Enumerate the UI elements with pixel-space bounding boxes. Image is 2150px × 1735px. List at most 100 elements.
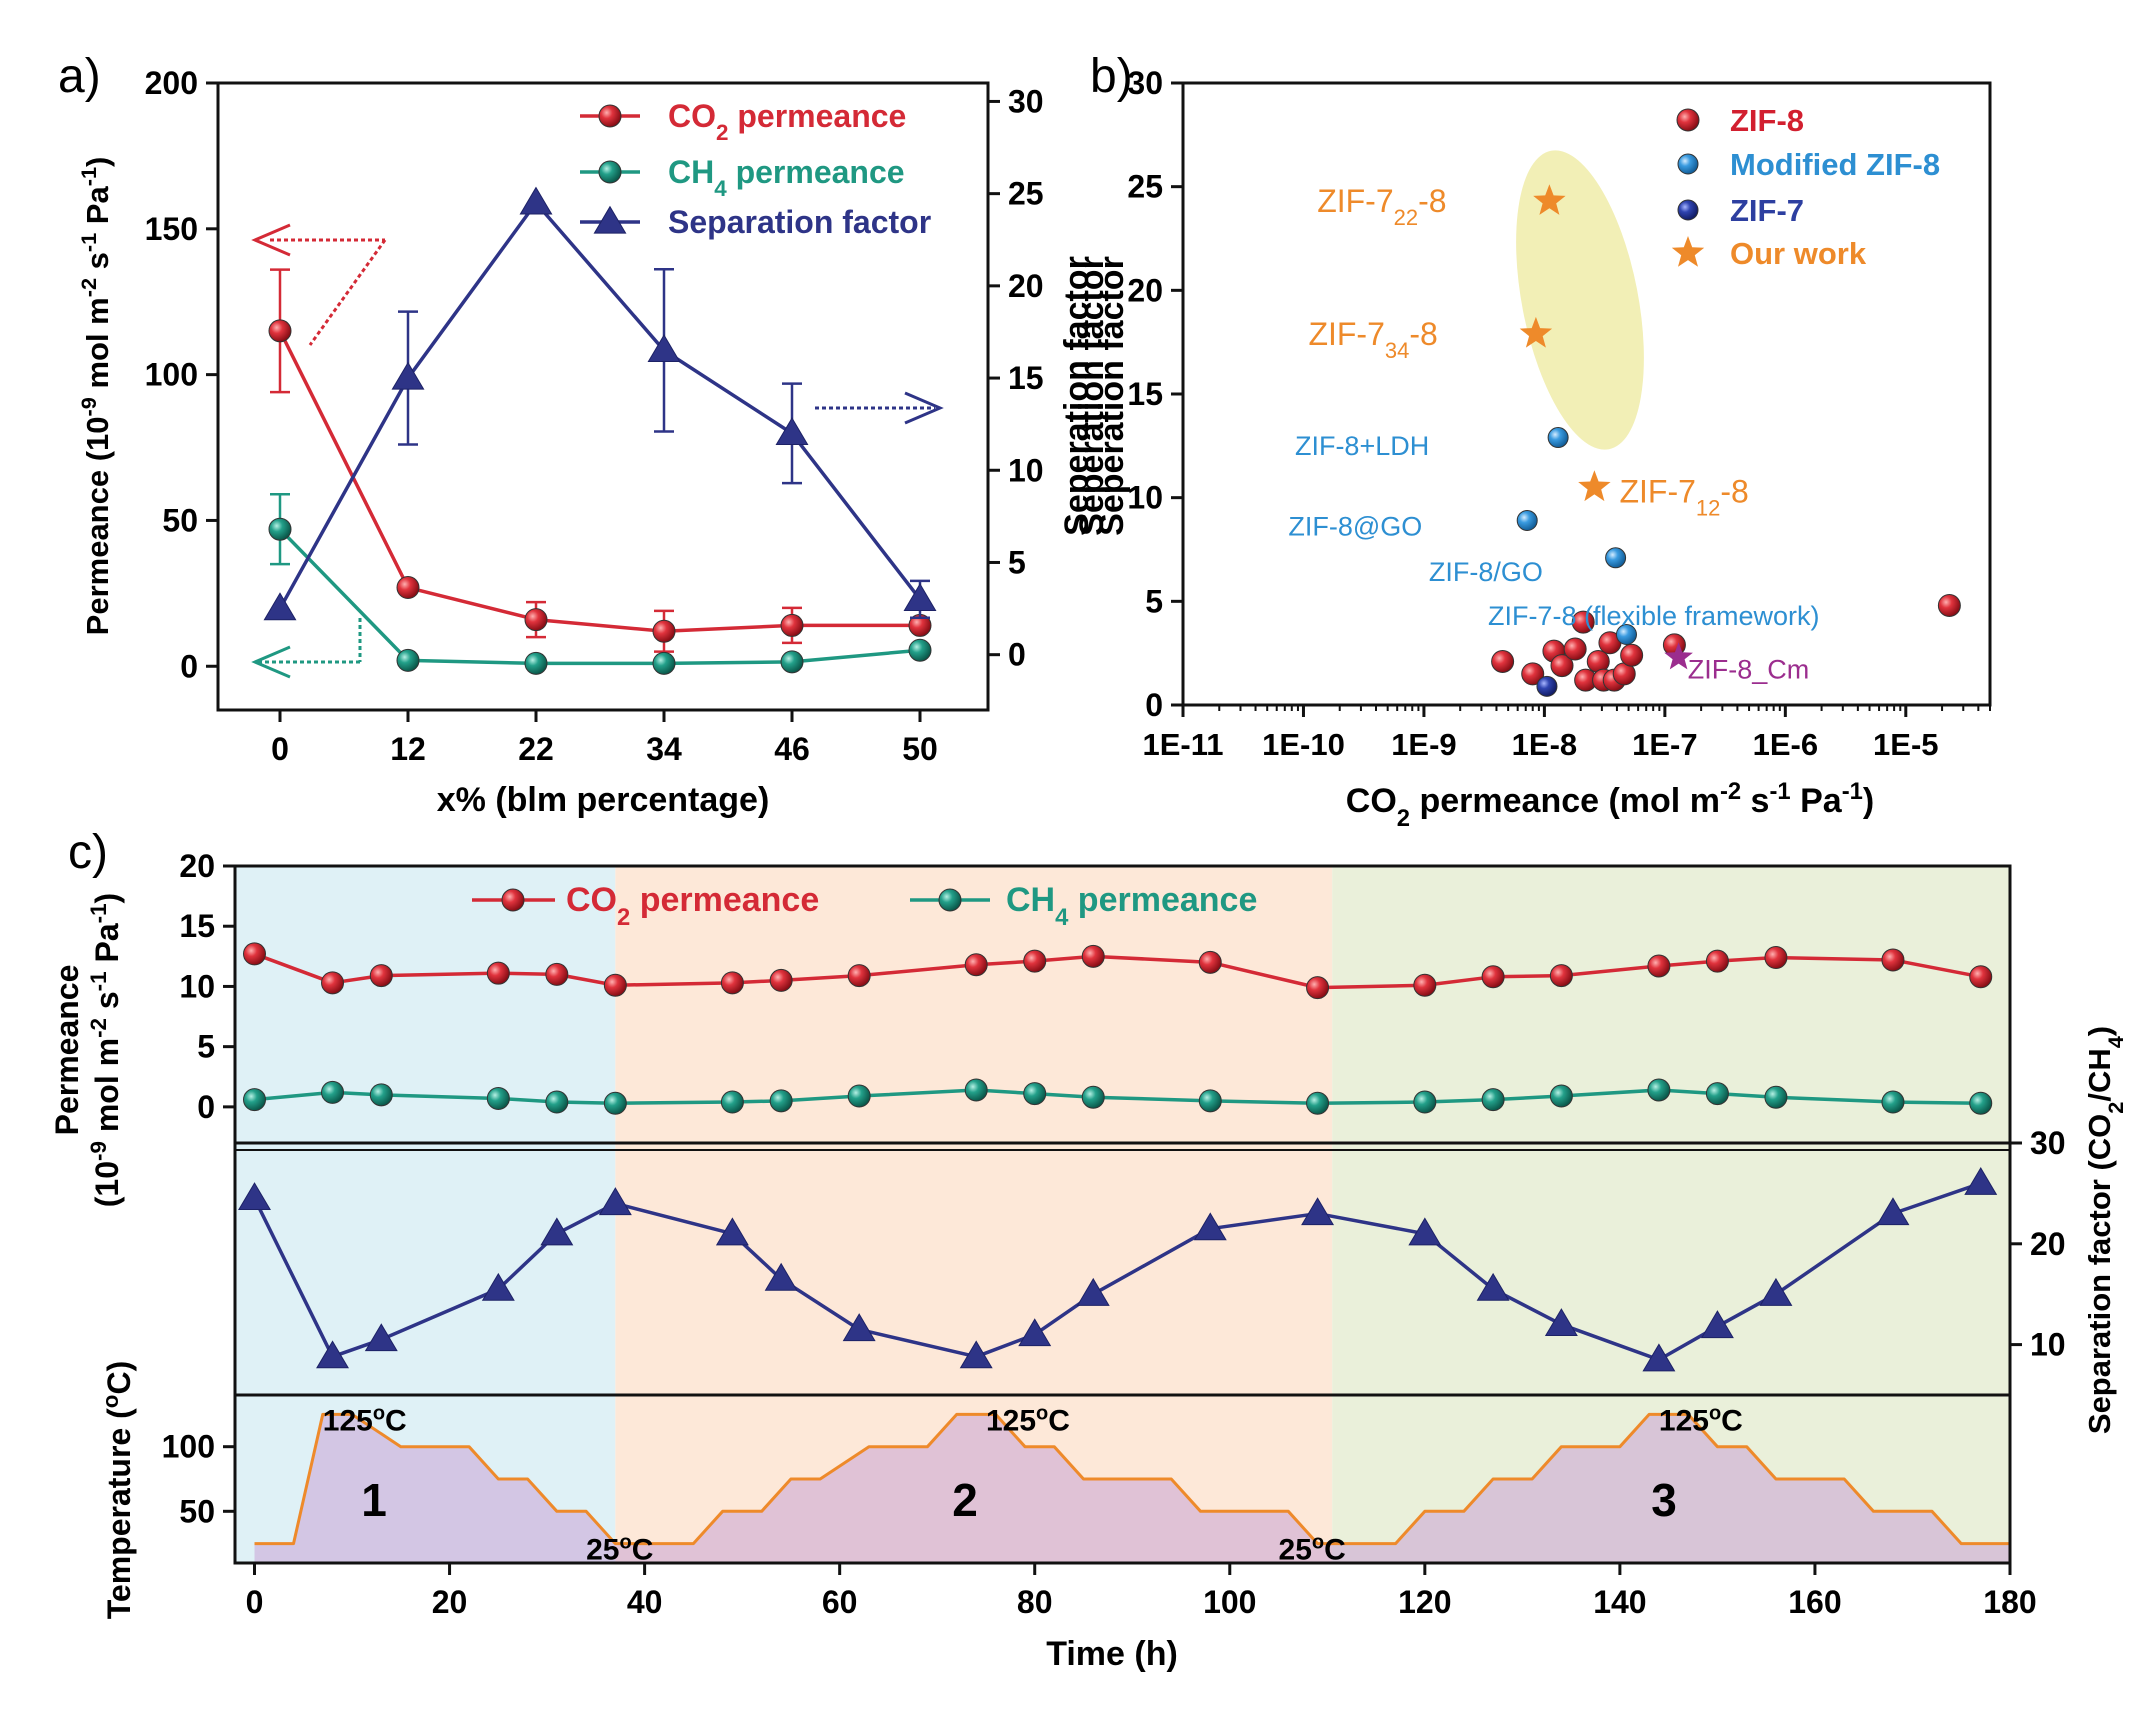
y-tick-label: 0: [197, 1089, 215, 1125]
modified-zif8-point: [1605, 547, 1627, 569]
y-tick-label: 30: [1127, 65, 1163, 101]
sf-series-line: [252, 1181, 1982, 1362]
y-tick-label: 10: [1127, 480, 1163, 516]
ch4-point: [652, 651, 676, 675]
ch4-point: [1647, 1078, 1671, 1102]
legend-marker-sf: [593, 205, 627, 234]
panel-b-frame: [1181, 81, 1992, 707]
co2-point: [396, 576, 420, 600]
co2-point: [268, 319, 292, 343]
sf-point: [1964, 1167, 1998, 1195]
sf-point: [238, 1182, 271, 1211]
x-tick-label: 1E-10: [1262, 727, 1345, 762]
sf-point: [1642, 1343, 1676, 1372]
cycle-number-2: 2: [952, 1474, 978, 1526]
x-tick-label: 20: [432, 1584, 468, 1620]
x-tick-label: 22: [518, 731, 554, 767]
ch4-point: [1881, 1090, 1905, 1114]
panel-label-b: b): [1090, 50, 1133, 103]
x-tick-label: 12: [390, 731, 426, 767]
zif8-point: [1620, 643, 1644, 667]
co2-point: [1969, 965, 1993, 989]
panel-label-c: c): [68, 826, 108, 879]
legend-label: ZIF-8: [1730, 103, 1804, 138]
y2-tick-label: 10: [1008, 452, 1044, 488]
legend-marker-zif8: [1676, 108, 1700, 132]
ch4-point: [720, 1090, 744, 1114]
co2-point: [243, 942, 267, 966]
x-tick-label: 1E-9: [1391, 727, 1456, 762]
panel-a-xlabel: x% (blm percentage): [437, 781, 770, 819]
zif7-point: [1536, 675, 1558, 697]
co2-point: [1705, 949, 1729, 973]
co2-point: [964, 953, 988, 977]
legend-label-co2: CO2 permeance: [668, 98, 906, 145]
panel-c-frame: [233, 864, 2012, 1565]
co2-point: [603, 973, 627, 997]
y2-tick-label: 30: [2030, 1125, 2066, 1161]
legend-marker-ch4: [938, 888, 962, 912]
panel-c-temp-ylabel: Temperature (oC): [98, 1361, 138, 1619]
ch4-point: [1705, 1082, 1729, 1106]
legend-marker-zif7: [1677, 199, 1699, 221]
ch4-point: [1198, 1089, 1222, 1113]
co2-point: [1764, 946, 1788, 970]
sf-point: [598, 1187, 632, 1216]
ch4-point: [1081, 1085, 1105, 1109]
sf-point: [1408, 1217, 1442, 1246]
y-tick-label: 20: [1127, 272, 1163, 308]
co2-point: [1023, 949, 1047, 973]
y-tick-label: 15: [1127, 376, 1163, 412]
point-annotation: ZIF-8_Cm: [1688, 655, 1810, 685]
sf-point: [1076, 1277, 1110, 1306]
left-axis-arrow-co2: [251, 223, 387, 346]
zif8-point: [1521, 662, 1545, 686]
ch4-point: [321, 1080, 345, 1104]
x-tick-label: 80: [1017, 1584, 1053, 1620]
modified-zif8-point: [1615, 624, 1637, 646]
legend-label: Modified ZIF-8: [1730, 147, 1940, 182]
y-tick-label: 10: [179, 968, 215, 1004]
sf-point: [1476, 1272, 1510, 1301]
co2-point: [1481, 965, 1505, 989]
x-tick-label: 1E-8: [1512, 727, 1577, 762]
zif8-point: [1491, 649, 1515, 673]
y2-tick-label: 15: [1008, 360, 1044, 396]
our-work-point: [1533, 184, 1566, 215]
y2-tick-label: 20: [2030, 1226, 2066, 1262]
point-annotation: ZIF-712-8: [1619, 473, 1748, 520]
y2-tick-label: 30: [1008, 83, 1044, 119]
legend-label-sf: Separation factor: [668, 204, 931, 240]
x-tick-label: 1E-5: [1873, 727, 1938, 762]
our-work-highlight-ellipse: [1516, 150, 1644, 450]
y2-tick-label: 25: [1008, 176, 1044, 212]
ch4-point: [780, 650, 804, 674]
legend-label-ch4: CH4 permeance: [668, 154, 905, 201]
sf-series-line: [278, 201, 922, 610]
ch4-point: [964, 1078, 988, 1102]
ch4-point: [243, 1088, 267, 1112]
sf-point: [764, 1262, 798, 1291]
panel-b-ylabel-line: Seperation factor: [1093, 256, 1131, 536]
panel-a-plot: 0 12 22 34 46 50 0 50 100 150 200 0 5 10 15 20 25 30: [145, 65, 1044, 767]
modified-zif8-point: [1516, 509, 1538, 531]
sf-point: [1759, 1277, 1793, 1306]
y-tick-label: 5: [197, 1029, 215, 1065]
co2-point: [369, 964, 393, 988]
legend-marker-ch4: [598, 160, 622, 184]
ch4-point: [1969, 1091, 1993, 1115]
our-work-point: [1578, 470, 1611, 502]
ch4-point: [1413, 1090, 1437, 1114]
co2-series-line: [278, 330, 920, 634]
sf-point: [481, 1272, 515, 1301]
point-annotation: ZIF-8+LDH: [1295, 431, 1429, 461]
y2-tick-label: 0: [1008, 637, 1026, 673]
zif8-point: [1571, 610, 1595, 634]
sf-point: [263, 592, 297, 621]
co2-point: [1647, 954, 1671, 978]
x-tick-label: 46: [774, 731, 810, 767]
sf-point: [1193, 1212, 1227, 1241]
